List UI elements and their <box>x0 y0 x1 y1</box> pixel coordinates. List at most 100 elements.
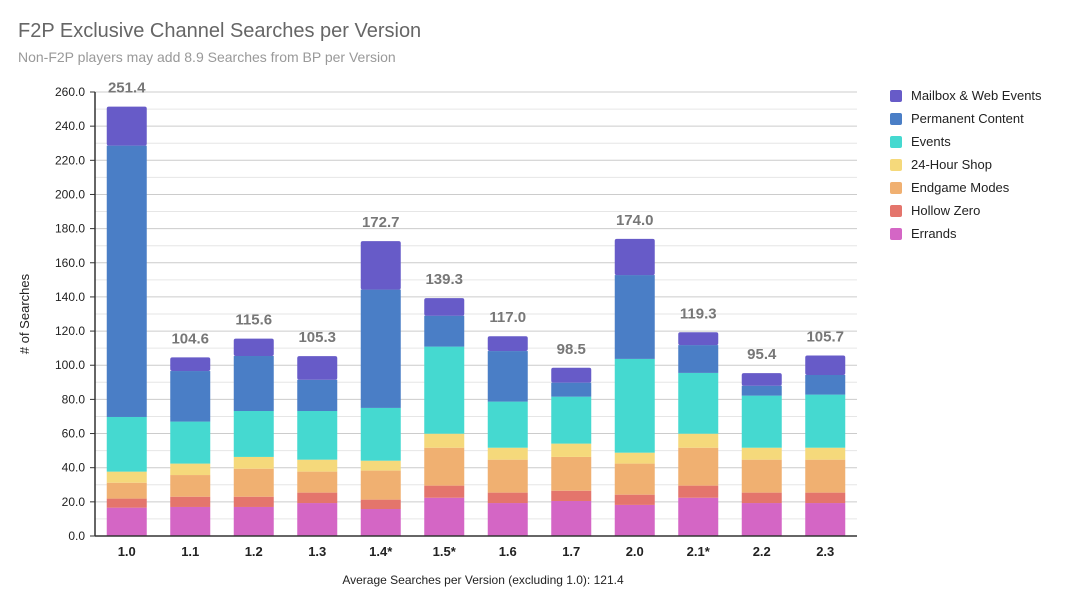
y-tick-label: 160.0 <box>55 256 85 270</box>
y-axis-label: # of Searches <box>17 273 32 354</box>
y-tick-label: 180.0 <box>55 222 85 236</box>
bar-segment-events <box>233 410 274 457</box>
bar-segment-permanent-content <box>614 275 655 359</box>
y-tick-label: 120.0 <box>55 324 85 338</box>
bar-segment-endgame-modes <box>805 459 846 493</box>
y-tick-label: 100.0 <box>55 358 85 372</box>
bar-segment-mailbox-web-events <box>170 357 211 372</box>
bar-segment-errands <box>551 500 592 536</box>
legend-label: Permanent Content <box>911 111 1024 126</box>
x-tick-label: 1.5* <box>433 544 457 559</box>
bar-segment-mailbox-web-events <box>551 367 592 383</box>
x-tick-label: 2.3 <box>816 544 834 559</box>
total-label: 139.3 <box>425 271 463 288</box>
bar-segment-permanent-content <box>551 382 592 397</box>
y-tick-label: 0.0 <box>68 529 85 543</box>
bar-segment-permanent-content <box>297 379 338 411</box>
bar-segment-mailbox-web-events <box>614 238 655 276</box>
bar-segment-endgame-modes <box>487 459 528 493</box>
bar-segment-mailbox-web-events <box>233 338 274 357</box>
x-tick-label: 1.6 <box>499 544 517 559</box>
legend-swatch <box>890 204 902 217</box>
bar-segment-24-hour-shop <box>106 471 147 483</box>
bar-segment-endgame-modes <box>741 459 782 493</box>
total-label: 119.3 <box>680 305 717 322</box>
bar-segment-24-hour-shop <box>360 460 401 471</box>
bar-segment-permanent-content <box>487 351 528 402</box>
bar-segment-24-hour-shop <box>551 443 592 457</box>
bar-segment-endgame-modes <box>551 456 592 491</box>
bar-segment-hollow-zero <box>805 492 846 504</box>
chart-subtitle: Non-F2P players may add 8.9 Searches fro… <box>18 49 396 65</box>
total-label: 174.0 <box>616 212 654 229</box>
bar-segment-events <box>297 410 338 460</box>
bar-segment-errands <box>805 503 846 536</box>
bar-segment-events <box>106 416 147 472</box>
y-tick-label: 220.0 <box>55 153 85 167</box>
bar-segment-endgame-modes <box>297 471 338 493</box>
bar-segment-24-hour-shop <box>233 456 274 469</box>
bar-segment-hollow-zero <box>170 496 211 507</box>
legend-swatch <box>890 135 902 148</box>
total-label: 115.6 <box>235 312 272 329</box>
bar-segment-hollow-zero <box>614 494 655 505</box>
bar-segment-mailbox-web-events <box>678 332 719 346</box>
bar-segment-hollow-zero <box>741 492 782 504</box>
bar-segment-hollow-zero <box>106 498 147 508</box>
bar-segment-mailbox-web-events <box>741 373 782 386</box>
bar-segment-24-hour-shop <box>741 447 782 460</box>
y-tick-label: 20.0 <box>62 495 86 509</box>
bar-segment-permanent-content <box>233 356 274 411</box>
bar-segment-24-hour-shop <box>424 433 465 448</box>
bar-segment-permanent-content <box>678 345 719 373</box>
bar-segment-hollow-zero <box>424 485 465 498</box>
bar-segment-events <box>551 396 592 444</box>
legend-swatch <box>890 227 902 240</box>
legend-item: Events <box>890 130 1042 153</box>
bar-segment-hollow-zero <box>551 490 592 501</box>
bar-segment-endgame-modes <box>360 470 401 500</box>
legend-label: Endgame Modes <box>911 180 1010 195</box>
x-tick-label: 1.2 <box>245 544 263 559</box>
bar-segment-errands <box>678 497 719 536</box>
x-tick-label: 2.2 <box>753 544 771 559</box>
bar-segment-events <box>424 346 465 434</box>
y-tick-label: 200.0 <box>55 187 85 201</box>
legend-item: 24-Hour Shop <box>890 153 1042 176</box>
y-tick-label: 40.0 <box>62 461 86 475</box>
legend: Mailbox & Web Events Permanent Content Eve… <box>890 84 1042 245</box>
total-label: 104.6 <box>171 330 209 347</box>
bar-segment-permanent-content <box>741 385 782 396</box>
bar-segment-errands <box>487 503 528 536</box>
bar-segment-hollow-zero <box>233 496 274 507</box>
bar-segment-events <box>678 372 719 434</box>
legend-swatch <box>890 112 902 125</box>
bar-segment-permanent-content <box>805 374 846 395</box>
total-label: 95.4 <box>747 346 777 363</box>
legend-label: 24-Hour Shop <box>911 157 992 172</box>
bar-segment-endgame-modes <box>170 475 211 497</box>
x-tick-label: 1.7 <box>562 544 580 559</box>
x-tick-label: 1.1 <box>181 544 199 559</box>
total-label: 98.5 <box>557 341 586 358</box>
x-tick-label: 2.0 <box>626 544 644 559</box>
bar-segment-24-hour-shop <box>170 463 211 476</box>
bar-segment-events <box>360 407 401 461</box>
bar-segment-hollow-zero <box>678 485 719 498</box>
legend-item: Mailbox & Web Events <box>890 84 1042 107</box>
legend-item: Hollow Zero <box>890 199 1042 222</box>
bar-segment-events <box>487 401 528 448</box>
bar-segment-mailbox-web-events <box>360 241 401 290</box>
total-label: 105.7 <box>806 328 844 345</box>
bar-segment-24-hour-shop <box>487 447 528 460</box>
bar-segment-errands <box>360 509 401 536</box>
bar-segment-endgame-modes <box>233 468 274 497</box>
bar-segment-mailbox-web-events <box>106 106 147 146</box>
bar-segment-mailbox-web-events <box>424 298 465 316</box>
bar-segment-permanent-content <box>360 289 401 408</box>
bar-segment-errands <box>614 504 655 536</box>
bar-segment-errands <box>297 503 338 536</box>
y-tick-label: 140.0 <box>55 290 85 304</box>
bar-segment-permanent-content <box>106 145 147 417</box>
